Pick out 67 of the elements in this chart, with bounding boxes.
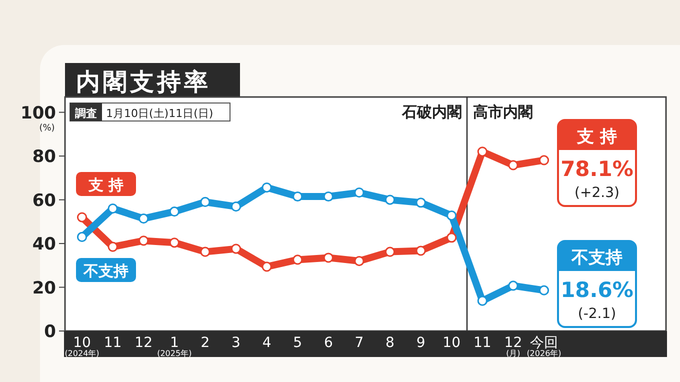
point <box>200 196 210 208</box>
subtitle: 調査 1月10日(土)11日(日) <box>70 102 230 122</box>
x-tick-label: 2 <box>200 335 210 351</box>
point <box>416 198 426 208</box>
point <box>508 160 518 170</box>
point <box>416 246 426 256</box>
point <box>292 191 303 202</box>
point <box>108 242 118 252</box>
point <box>323 191 334 202</box>
point <box>384 246 396 257</box>
x-tick-label: 1 (2025年) <box>157 335 192 358</box>
data-label: 78.1% <box>560 157 634 181</box>
point <box>76 212 88 222</box>
point <box>292 254 303 265</box>
text: (+2.3) <box>574 185 620 201</box>
x-tick-label: 10 (2024年) <box>64 335 100 358</box>
y-axis-title: (%) <box>39 123 55 134</box>
y-tick-label: 40 <box>32 234 56 255</box>
y-tick-label: 60 <box>32 190 56 211</box>
y-tick-label: 0 <box>44 322 56 342</box>
point <box>446 232 457 243</box>
series-label: 不支持 <box>82 262 128 280</box>
x-tick-label: 3 <box>232 335 240 351</box>
point <box>138 214 149 224</box>
x-tick-label: 11 <box>473 335 492 351</box>
text: 支 持 <box>577 127 617 147</box>
x-tick-label: 9 <box>416 335 426 351</box>
point <box>230 244 242 254</box>
point <box>138 236 149 246</box>
x-tick-label: 10 <box>442 335 461 351</box>
x-tick-label: 12 (月) <box>504 335 522 358</box>
point <box>446 210 457 221</box>
point <box>76 232 88 242</box>
y-tick-label: 100 <box>20 103 56 124</box>
x-tick-label: 7 <box>354 335 364 351</box>
point <box>538 155 550 166</box>
annotation: 石破内閣 <box>401 103 462 121</box>
point <box>477 296 488 306</box>
point <box>354 256 364 266</box>
point <box>169 238 180 248</box>
point <box>262 262 272 272</box>
point <box>323 252 334 263</box>
x-tick-label: 今回 (2026年) <box>526 335 562 358</box>
data-label: 18.6% <box>560 278 634 302</box>
text: (-2.1) <box>578 306 616 322</box>
point <box>169 206 180 217</box>
x-tick-label: 5 <box>293 335 302 351</box>
point <box>477 146 488 157</box>
point <box>354 188 364 198</box>
x-tick-label: 8 <box>386 335 394 351</box>
x-tick-label: 6 <box>324 335 333 351</box>
point <box>538 285 550 296</box>
chart-title: 内閣支持率 <box>76 68 211 96</box>
point <box>508 280 518 291</box>
annotation: 高市内閣 <box>473 103 533 121</box>
x-tick-label: 12 <box>134 335 153 351</box>
x-tick-label: 4 <box>262 335 272 351</box>
point <box>230 202 242 212</box>
text: 不支持 <box>572 248 622 268</box>
point <box>384 194 396 205</box>
x-tick-label: 11 <box>104 335 122 351</box>
point <box>200 246 210 257</box>
series-label: 支 持 <box>87 176 124 194</box>
point <box>108 203 118 214</box>
y-tick-label: 80 <box>32 147 56 168</box>
y-tick-label: 20 <box>32 278 56 298</box>
point <box>262 182 272 193</box>
